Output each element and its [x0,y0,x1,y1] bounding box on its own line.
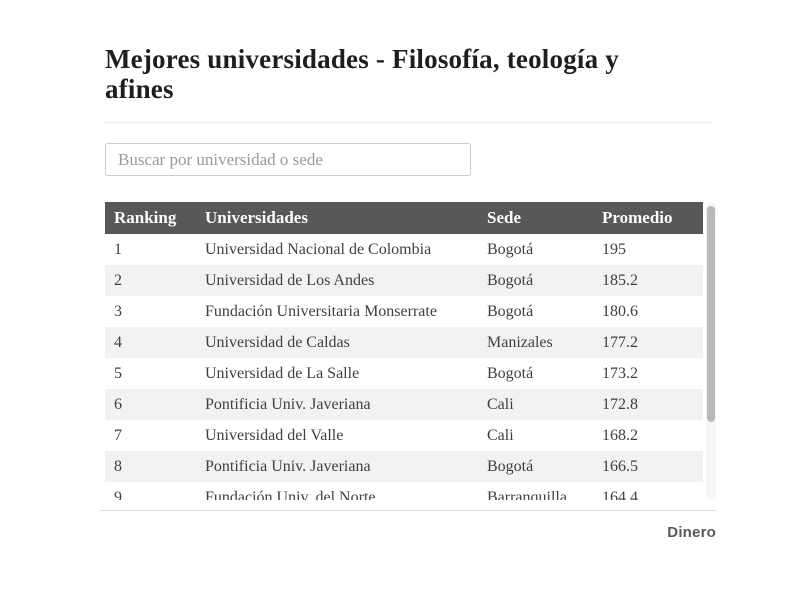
cell-sede: Bogotá [487,303,534,320]
table-header-row: Ranking Universidades Sede Promedio [105,202,703,234]
cell-universidad: Universidad del Valle [205,427,344,444]
cell-sede: Cali [487,396,514,413]
cell-promedio: 166.5 [602,458,638,475]
table-row: 7 Universidad del Valle Cali 168.2 [105,420,703,451]
table-row: 9 Fundación Univ. del Norte Barranquilla… [105,482,703,500]
cell-universidad: Universidad de Caldas [205,334,350,351]
source-attribution: Dinero [667,524,716,541]
cell-sede: Barranquilla [487,489,567,500]
table-row: 1 Universidad Nacional de Colombia Bogot… [105,234,703,265]
column-header-universidades: Universidades [205,202,487,234]
table-row: 6 Pontificia Univ. Javeriana Cali 172.8 [105,389,703,420]
table-row: 3 Fundación Universitaria Monserrate Bog… [105,296,703,327]
cell-promedio: 164.4 [602,489,638,500]
cell-promedio: 195 [602,241,626,258]
rankings-table: Ranking Universidades Sede Promedio 1 Un… [105,202,703,500]
cell-promedio: 172.8 [602,396,638,413]
table-row: 8 Pontificia Univ. Javeriana Bogotá 166.… [105,451,703,482]
cell-universidad: Fundación Univ. del Norte [205,489,376,500]
cell-ranking: 5 [114,365,122,382]
cell-promedio: 185.2 [602,272,638,289]
cell-ranking: 2 [114,272,122,289]
cell-ranking: 9 [114,489,122,500]
cell-ranking: 6 [114,396,122,413]
table-row: 5 Universidad de La Salle Bogotá 173.2 [105,358,703,389]
cell-universidad: Pontificia Univ. Javeriana [205,458,371,475]
title-divider [105,122,712,123]
column-header-sede: Sede [487,202,602,234]
page-title: Mejores universidades - Filosofía, teolo… [105,44,730,104]
cell-ranking: 8 [114,458,122,475]
cell-universidad: Fundación Universitaria Monserrate [205,303,437,320]
search-input[interactable] [105,143,471,176]
cell-sede: Bogotá [487,272,534,289]
cell-promedio: 180.6 [602,303,638,320]
column-header-promedio: Promedio [602,202,703,234]
cell-sede: Cali [487,427,514,444]
cell-sede: Bogotá [487,458,534,475]
cell-universidad: Universidad Nacional de Colombia [205,241,432,258]
cell-ranking: 1 [114,241,122,258]
table-row: 4 Universidad de Caldas Manizales 177.2 [105,327,703,358]
cell-ranking: 7 [114,427,122,444]
cell-universidad: Universidad de La Salle [205,365,360,382]
cell-sede: Manizales [487,334,553,351]
table-scrollbar[interactable] [706,202,716,500]
cell-universidad: Universidad de Los Andes [205,272,375,289]
cell-promedio: 177.2 [602,334,638,351]
cell-sede: Bogotá [487,365,534,382]
column-header-ranking: Ranking [105,202,205,234]
table-body: 1 Universidad Nacional de Colombia Bogot… [105,234,703,500]
page-title-line2: afines [105,74,174,104]
cell-universidad: Pontificia Univ. Javeriana [205,396,371,413]
cell-ranking: 3 [114,303,122,320]
page-title-line1: Mejores universidades - Filosofía, teolo… [105,44,619,74]
scrollbar-thumb[interactable] [707,206,715,422]
footer-divider [100,510,716,511]
cell-ranking: 4 [114,334,122,351]
table-row: 2 Universidad de Los Andes Bogotá 185.2 [105,265,703,296]
cell-sede: Bogotá [487,241,534,258]
rankings-table-scroll-area[interactable]: Ranking Universidades Sede Promedio 1 Un… [105,202,703,500]
cell-promedio: 173.2 [602,365,638,382]
cell-promedio: 168.2 [602,427,638,444]
